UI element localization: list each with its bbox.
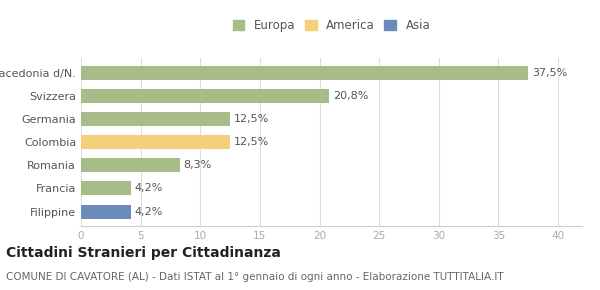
- Text: 12,5%: 12,5%: [233, 114, 269, 124]
- Bar: [81, 205, 131, 219]
- Bar: [81, 66, 529, 79]
- Bar: [81, 89, 329, 103]
- Text: COMUNE DI CAVATORE (AL) - Dati ISTAT al 1° gennaio di ogni anno - Elaborazione T: COMUNE DI CAVATORE (AL) - Dati ISTAT al …: [6, 272, 503, 282]
- Text: 4,2%: 4,2%: [134, 206, 163, 217]
- Bar: [81, 112, 230, 126]
- Bar: [81, 182, 131, 195]
- Text: 12,5%: 12,5%: [233, 137, 269, 147]
- Bar: [81, 158, 180, 172]
- Bar: [81, 135, 230, 149]
- Text: 8,3%: 8,3%: [184, 160, 212, 170]
- Text: Cittadini Stranieri per Cittadinanza: Cittadini Stranieri per Cittadinanza: [6, 246, 281, 260]
- Text: 20,8%: 20,8%: [332, 91, 368, 101]
- Legend: Europa, America, Asia: Europa, America, Asia: [230, 17, 433, 35]
- Text: 37,5%: 37,5%: [532, 68, 567, 78]
- Text: 4,2%: 4,2%: [134, 184, 163, 193]
